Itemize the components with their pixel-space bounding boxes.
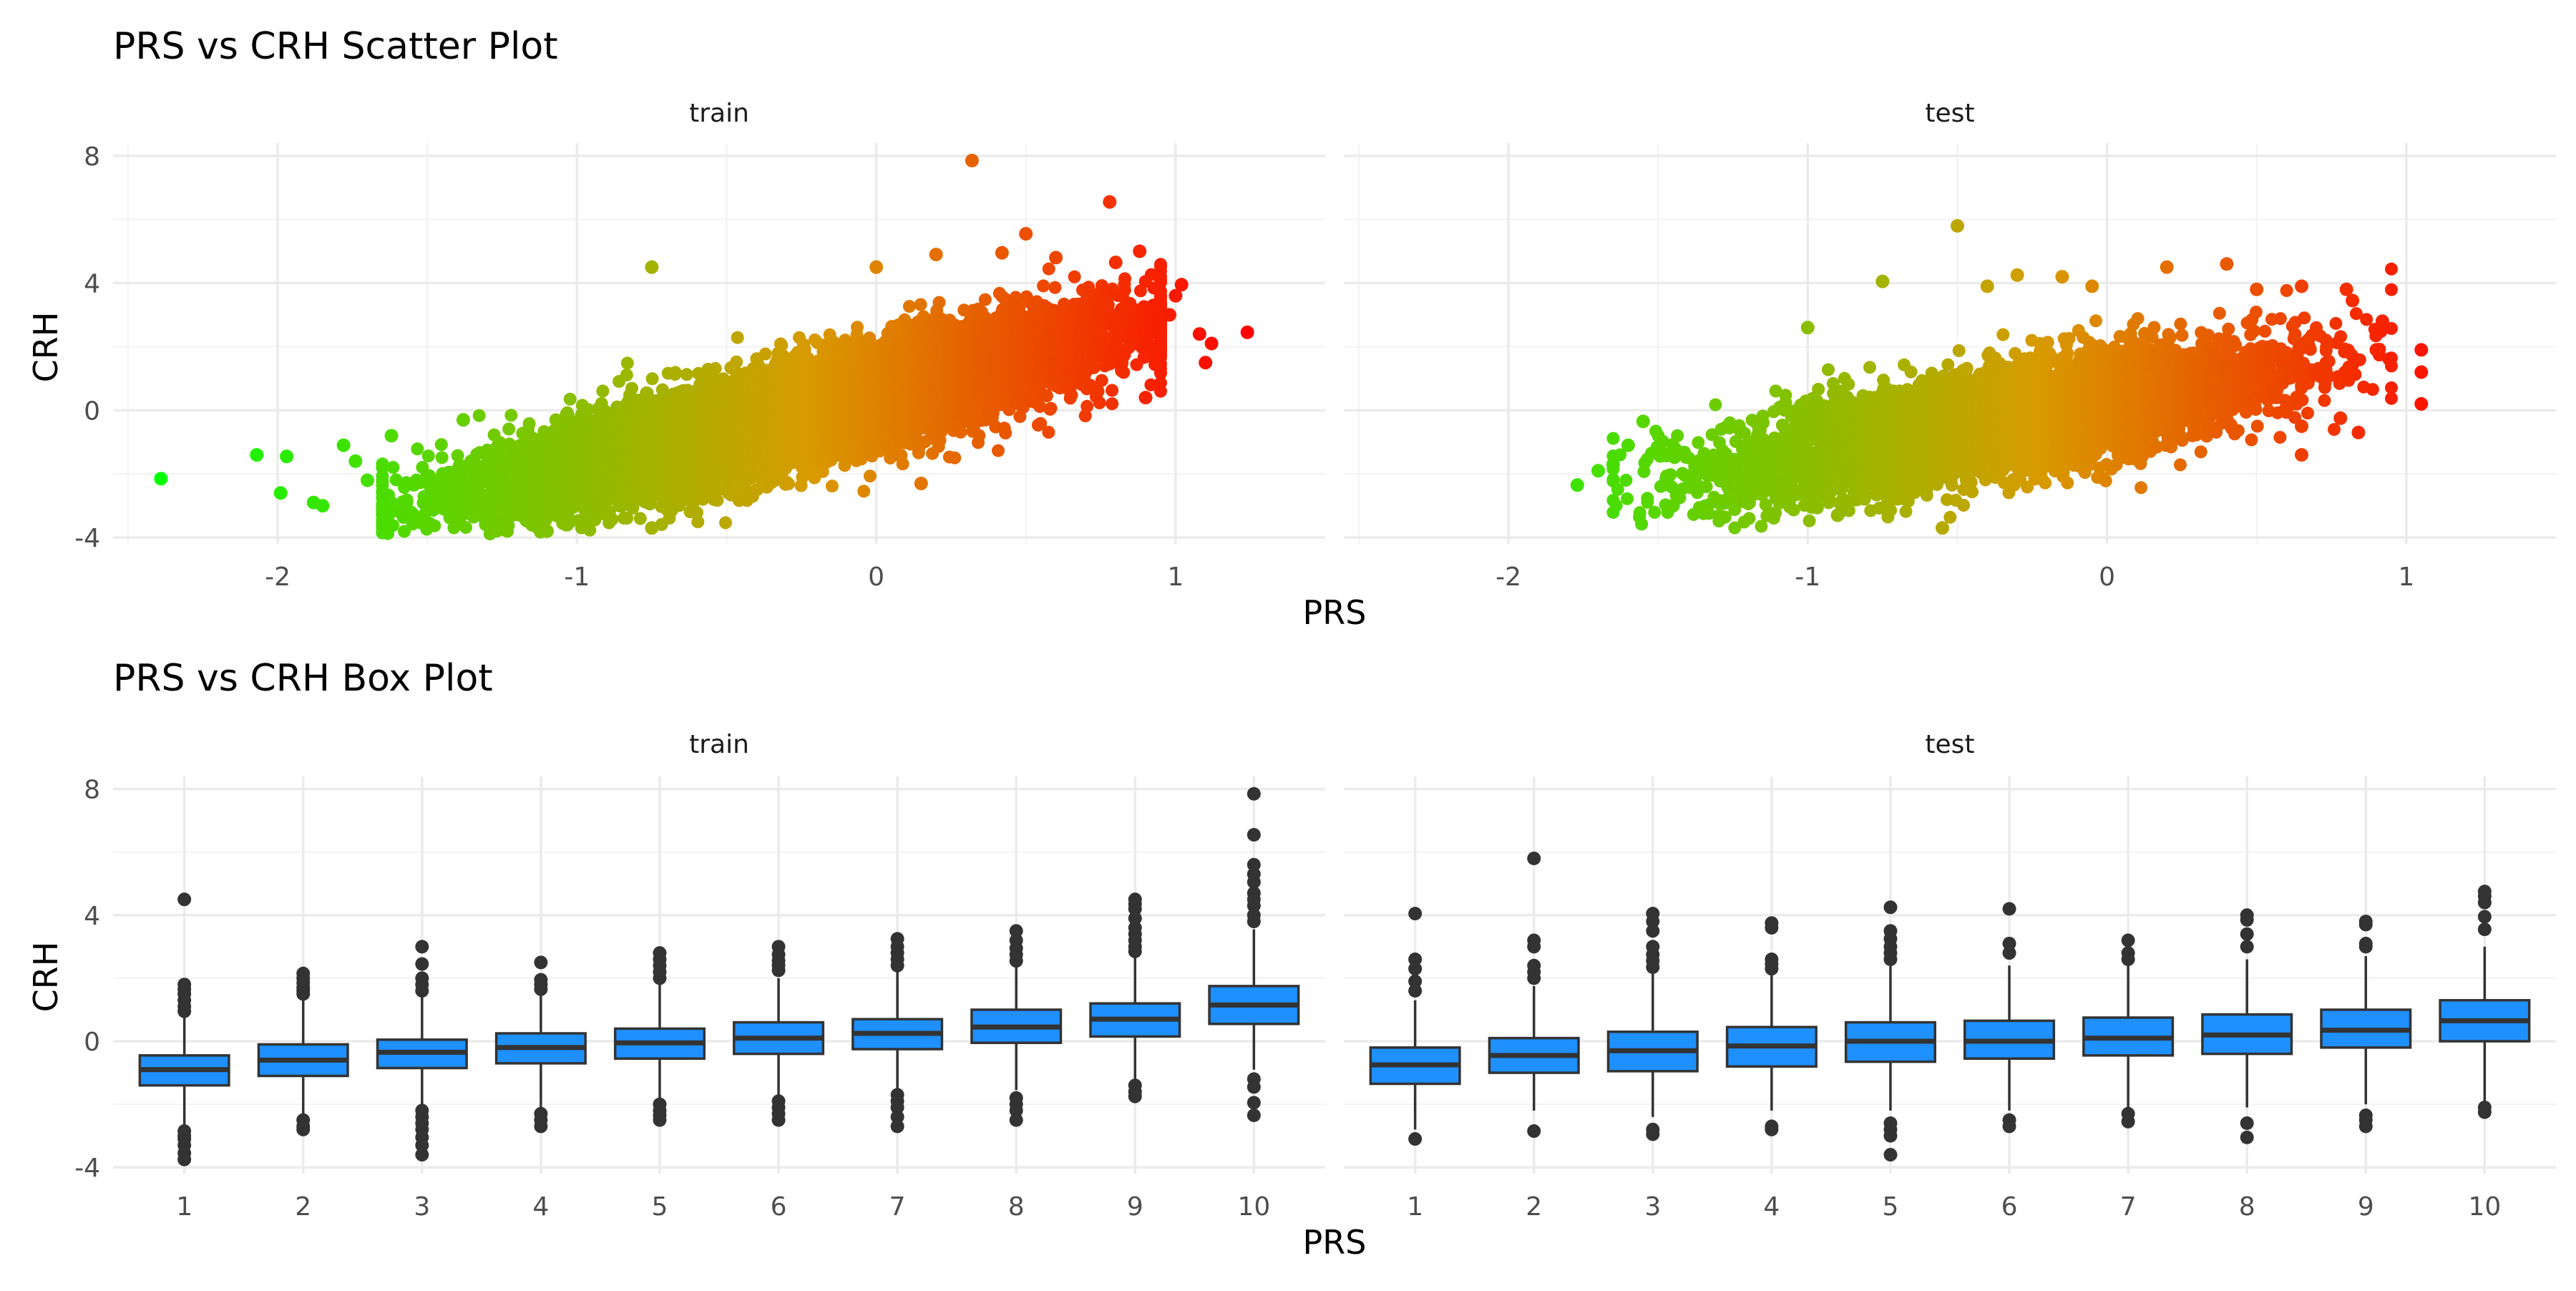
- scatter-point: [411, 442, 424, 455]
- scatter-y-tick-label: -4: [74, 524, 100, 553]
- scatter-point: [504, 409, 517, 422]
- scatter-panel-train: -2 -1 0 1 -4 0 4 8: [74, 142, 1325, 592]
- scatter-point: [625, 382, 638, 395]
- scatter-point: [646, 372, 659, 385]
- scatter-point: [730, 356, 743, 369]
- scatter-point: [680, 368, 693, 381]
- scatter-strip-train: train: [689, 99, 749, 128]
- scatter-y-axis-title: CRH: [26, 312, 65, 383]
- scatter-x-tick-label: -2: [265, 562, 291, 592]
- scatter-point: [621, 356, 634, 369]
- scatter-point: [620, 369, 633, 381]
- scatter-point: [376, 475, 389, 488]
- scatter-point: [711, 494, 723, 507]
- scatter-point: [459, 521, 472, 534]
- scatter-y-tick-label: 4: [84, 270, 100, 299]
- scatter-point: [634, 512, 647, 525]
- scatter-point: [759, 348, 772, 361]
- scatter-point: [386, 461, 399, 474]
- scatter-point: [386, 519, 399, 532]
- scatter-point: [422, 449, 435, 462]
- scatter-x-tick-label: 0: [868, 562, 884, 592]
- scatter-point: [596, 384, 609, 397]
- scatter-y-tick-label: 0: [84, 396, 100, 426]
- scatter-x-tick-label: 1: [1167, 562, 1184, 592]
- scatter-point: [502, 423, 515, 436]
- scatter-point: [564, 393, 577, 406]
- scatter-point: [691, 515, 704, 528]
- scatter-y-tick-label: 8: [84, 142, 100, 172]
- scatter-point: [436, 451, 449, 464]
- scatter-point: [428, 520, 441, 532]
- scatter-point: [473, 409, 486, 422]
- scatter-strip-test: test: [1925, 99, 1974, 128]
- scatter-x-axis-title: PRS: [1303, 593, 1367, 632]
- scatter-point: [523, 417, 536, 430]
- scatter-x-tick-label: -1: [564, 562, 590, 592]
- scatter-point: [719, 516, 732, 529]
- scatter-point: [731, 331, 744, 344]
- scatter-point: [606, 513, 619, 526]
- scatter-point: [435, 438, 448, 451]
- scatter-point: [669, 366, 682, 379]
- scatter-title: PRS vs CRH Scatter Plot: [113, 25, 558, 68]
- scatter-point: [709, 362, 722, 375]
